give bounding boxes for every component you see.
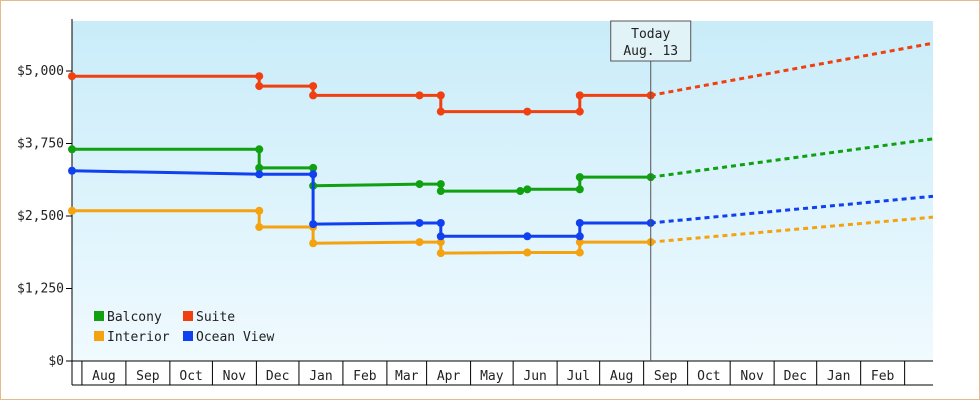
data-point bbox=[436, 91, 445, 100]
data-point bbox=[436, 232, 445, 241]
data-point bbox=[415, 91, 424, 100]
legend-swatch bbox=[183, 331, 193, 341]
x-tick-label: Dec bbox=[784, 369, 807, 384]
x-tick-label: Sep bbox=[136, 369, 160, 384]
legend: Balcony Suite Interior Ocean View bbox=[94, 310, 274, 345]
data-point bbox=[68, 166, 76, 175]
x-axis: Aug Sep Oct Nov Dec Jan Feb Mar Apr May Jun Jul Aug S… bbox=[71, 360, 933, 386]
x-tick-label: Apr bbox=[437, 369, 461, 384]
legend-label: Ocean View bbox=[196, 330, 274, 345]
legend-item: Ocean View bbox=[183, 330, 274, 345]
data-point bbox=[255, 72, 264, 81]
data-point bbox=[309, 163, 318, 172]
today-marker: Today Aug. 13 bbox=[610, 20, 692, 361]
x-tick-label: Aug bbox=[610, 369, 633, 384]
data-point bbox=[575, 107, 584, 116]
legend-swatch bbox=[94, 331, 104, 341]
data-point bbox=[255, 163, 264, 172]
series-projection bbox=[650, 194, 934, 225]
x-tick-label: Oct bbox=[179, 369, 202, 384]
x-tick-label: Dec bbox=[266, 369, 289, 384]
y-tick-label: $1,250 bbox=[17, 282, 64, 297]
data-point bbox=[575, 232, 584, 241]
data-point bbox=[255, 82, 264, 91]
series-projection bbox=[650, 215, 934, 244]
y-tick-label: $0 bbox=[48, 354, 64, 369]
data-point bbox=[415, 218, 424, 227]
legend-label: Suite bbox=[196, 310, 235, 325]
data-point bbox=[436, 180, 445, 189]
data-point bbox=[255, 145, 264, 154]
x-tick-label: Jun bbox=[523, 369, 546, 384]
legend-swatch bbox=[183, 311, 193, 321]
data-point bbox=[68, 72, 76, 81]
y-tick-label: $5,000 bbox=[17, 64, 64, 79]
data-point bbox=[523, 232, 532, 241]
data-point bbox=[575, 248, 584, 257]
x-tick-label: Mar bbox=[395, 369, 419, 384]
x-tick-label: Feb bbox=[871, 369, 895, 384]
data-point bbox=[436, 218, 445, 227]
x-tick-label: Jul bbox=[567, 369, 590, 384]
legend-label: Balcony bbox=[107, 310, 162, 325]
data-point bbox=[309, 170, 318, 179]
today-date-label: Aug. 13 bbox=[623, 44, 678, 59]
data-point bbox=[523, 248, 532, 257]
series-projection bbox=[650, 137, 934, 179]
data-point bbox=[575, 173, 584, 182]
x-tick-label: Jan bbox=[827, 369, 850, 384]
legend-item: Balcony bbox=[94, 310, 162, 325]
series-ocean-view bbox=[68, 166, 934, 241]
data-point bbox=[575, 185, 584, 194]
data-point bbox=[68, 206, 76, 215]
today-label-box bbox=[610, 20, 692, 62]
y-axis: $0 $1,250 $2,500 $3,750 $5,000 bbox=[17, 19, 73, 369]
legend-item: Interior bbox=[94, 330, 170, 345]
series-layer bbox=[68, 41, 934, 258]
x-tick-label: Nov bbox=[223, 369, 247, 384]
data-point bbox=[309, 239, 318, 248]
x-tick-label: Feb bbox=[353, 369, 377, 384]
today-label: Today bbox=[631, 27, 670, 42]
data-point bbox=[436, 187, 445, 196]
data-point bbox=[309, 82, 318, 91]
data-point bbox=[516, 187, 525, 196]
data-point bbox=[415, 180, 424, 189]
data-point bbox=[309, 91, 318, 100]
legend-swatch bbox=[94, 311, 104, 321]
x-tick-label: Nov bbox=[740, 369, 764, 384]
x-tick-label: Jan bbox=[309, 369, 332, 384]
x-tick-label: Aug bbox=[92, 369, 115, 384]
data-point bbox=[255, 223, 264, 232]
data-point bbox=[436, 107, 445, 116]
data-point bbox=[255, 206, 264, 215]
series-interior bbox=[68, 206, 934, 258]
legend-item: Suite bbox=[183, 310, 235, 325]
data-point bbox=[523, 107, 532, 116]
data-point bbox=[575, 238, 584, 247]
data-point bbox=[436, 249, 445, 258]
series-suite bbox=[68, 41, 934, 116]
x-tick-label: May bbox=[480, 369, 504, 384]
y-tick-label: $2,500 bbox=[17, 209, 64, 224]
data-point bbox=[309, 220, 318, 229]
series-projection bbox=[650, 41, 934, 97]
data-point bbox=[415, 238, 424, 247]
data-point bbox=[523, 185, 532, 194]
data-point bbox=[575, 218, 584, 227]
y-tick-label: $3,750 bbox=[17, 137, 64, 152]
data-point bbox=[436, 238, 445, 247]
data-point bbox=[68, 145, 76, 154]
data-point bbox=[575, 91, 584, 100]
legend-label: Interior bbox=[107, 330, 170, 345]
x-tick-label: Oct bbox=[697, 369, 720, 384]
x-tick-label: Sep bbox=[654, 369, 678, 384]
data-point bbox=[255, 170, 264, 179]
